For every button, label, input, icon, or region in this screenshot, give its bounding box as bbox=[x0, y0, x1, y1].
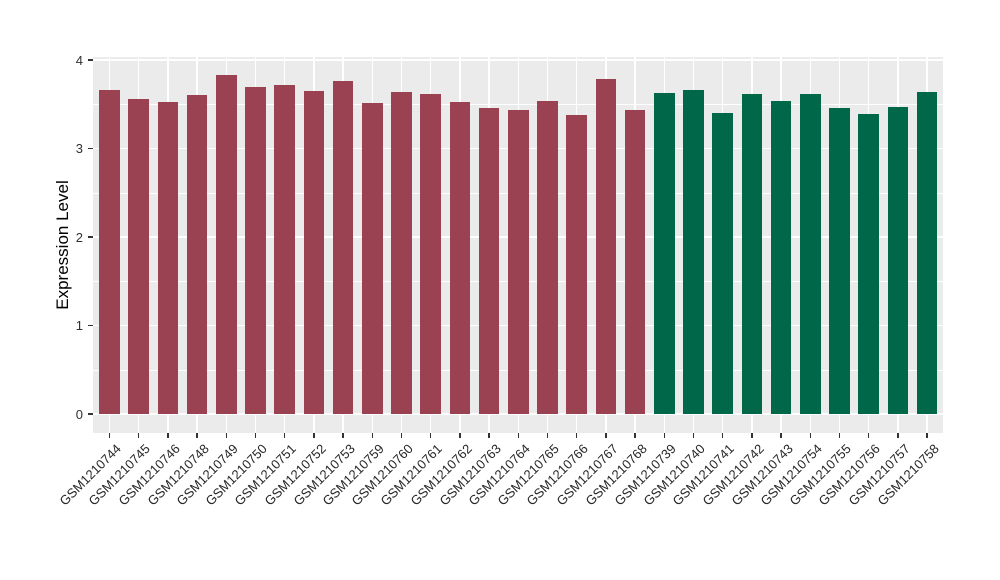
bar-GSM1210768 bbox=[624, 109, 646, 414]
x-axis-tick bbox=[838, 433, 841, 438]
x-axis-tick bbox=[751, 433, 753, 438]
bar-GSM1210748 bbox=[186, 95, 208, 414]
bar-GSM1210740 bbox=[683, 90, 704, 414]
x-axis-tick bbox=[283, 433, 286, 438]
x-axis-tick bbox=[634, 433, 636, 438]
y-tick-label: 0 bbox=[75, 406, 83, 422]
y-axis-tick bbox=[88, 324, 93, 327]
bar-GSM1210762 bbox=[449, 101, 471, 414]
bar-GSM1210749 bbox=[216, 75, 237, 414]
x-axis-tick bbox=[809, 433, 812, 438]
bar-GSM1210750 bbox=[245, 87, 266, 414]
y-tick-label: 4 bbox=[75, 52, 83, 68]
x-axis-tick bbox=[313, 433, 315, 438]
bar-GSM1210765 bbox=[537, 100, 558, 414]
bar-GSM1210760 bbox=[391, 91, 412, 414]
y-tick-label: 1 bbox=[75, 318, 83, 333]
bar-GSM1210756 bbox=[858, 113, 879, 414]
x-axis-tick bbox=[780, 433, 782, 438]
bar-GSM1210739 bbox=[654, 92, 675, 414]
x-axis-tick bbox=[137, 433, 140, 438]
bar-GSM1210751 bbox=[274, 84, 295, 414]
y-axis-tick bbox=[88, 59, 93, 61]
x-axis-tick bbox=[167, 433, 169, 438]
bar-GSM1210759 bbox=[362, 103, 383, 414]
bar-GSM1210745 bbox=[128, 98, 149, 414]
bar-GSM1210761 bbox=[420, 93, 441, 414]
bar-GSM1210763 bbox=[478, 107, 500, 414]
x-axis-tick bbox=[371, 433, 374, 438]
y-tick-label: 2 bbox=[75, 229, 83, 245]
y-axis-tick bbox=[88, 413, 93, 415]
x-axis-tick bbox=[926, 433, 928, 438]
x-axis-tick bbox=[108, 433, 111, 438]
bar-GSM1210767 bbox=[595, 78, 617, 414]
x-axis-tick bbox=[605, 433, 607, 438]
bar-GSM1210742 bbox=[741, 93, 763, 414]
y-tick-label: 3 bbox=[75, 141, 83, 156]
bar-GSM1210744 bbox=[99, 90, 120, 414]
x-axis-tick bbox=[692, 433, 695, 438]
x-axis-tick bbox=[546, 433, 549, 438]
bar-GSM1210743 bbox=[770, 100, 792, 414]
bar-GSM1210754 bbox=[800, 93, 821, 414]
bar-GSM1210755 bbox=[829, 107, 850, 414]
y-axis-tick bbox=[88, 236, 93, 238]
bar-GSM1210752 bbox=[303, 90, 325, 414]
bar-GSM1210741 bbox=[712, 113, 733, 414]
bar-GSM1210766 bbox=[566, 114, 587, 414]
bar-GSM1210758 bbox=[916, 91, 938, 414]
x-axis-tick bbox=[400, 433, 403, 438]
x-axis-tick bbox=[517, 433, 520, 438]
x-axis-tick bbox=[488, 433, 490, 438]
x-axis-tick bbox=[196, 433, 198, 438]
x-axis-tick bbox=[867, 433, 870, 438]
x-axis-tick bbox=[663, 433, 666, 438]
y-axis-title: Expression Level bbox=[53, 180, 72, 310]
bar-GSM1210764 bbox=[508, 110, 529, 414]
x-axis-tick bbox=[721, 433, 724, 438]
x-axis-tick bbox=[897, 433, 899, 438]
x-axis-tick bbox=[429, 433, 432, 438]
x-axis-tick bbox=[225, 433, 228, 438]
x-axis-tick bbox=[459, 433, 461, 438]
bar-GSM1210757 bbox=[887, 106, 909, 414]
bar-GSM1210753 bbox=[332, 81, 354, 414]
plot-panel bbox=[93, 57, 943, 433]
bar-GSM1210746 bbox=[157, 101, 179, 414]
x-axis-tick bbox=[254, 433, 257, 438]
y-axis-tick bbox=[88, 147, 93, 150]
x-axis-tick bbox=[575, 433, 578, 438]
x-axis-tick bbox=[342, 433, 344, 438]
